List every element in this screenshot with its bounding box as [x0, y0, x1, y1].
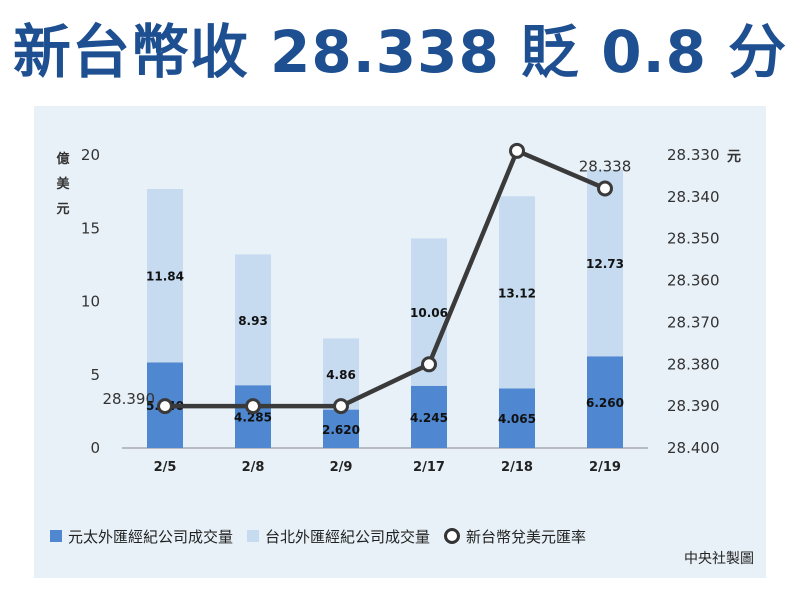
rate-point-2/19: [597, 180, 613, 197]
bar-taipei-2/5: [147, 188, 183, 363]
right-axis-tick: 28.350: [667, 230, 720, 248]
left-axis-tick: 15: [81, 219, 100, 237]
rate-point-2/17: [421, 356, 437, 373]
right-axis-unit: 元: [727, 149, 741, 165]
bar-label-yuanta: 6.260: [586, 396, 624, 410]
rate-line: [165, 148, 606, 409]
bar-taipei-2/18: [499, 196, 535, 389]
left-axis-label-char: 美: [56, 176, 70, 192]
x-axis-tick: 2/8: [242, 460, 265, 475]
bar-label-taipei: 8.93: [238, 314, 268, 328]
rate-point-2/5: [157, 398, 173, 415]
right-axis-tick: 28.380: [667, 355, 720, 373]
legend-swatch-yuanta: [50, 530, 62, 542]
bar-label-yuanta: 4.065: [498, 412, 536, 426]
legend-label-yuanta: 元太外匯經紀公司成交量: [68, 527, 234, 546]
left-axis-label-char: 元: [56, 202, 69, 217]
legend-swatch-taipei: [247, 530, 260, 542]
credit-text: 中央社製圖: [684, 551, 754, 567]
right-axis-tick: 28.330: [667, 146, 720, 164]
right-axis-tick: 28.340: [667, 188, 720, 206]
bar-label-taipei: 13.12: [498, 286, 536, 300]
legend-item-taipei: 台北外匯經紀公司成交量: [247, 526, 430, 547]
annotation-start-rate: 28.390: [103, 390, 156, 408]
bar-taipei-2/9: [323, 338, 359, 410]
bar-taipei-2/8: [235, 254, 271, 386]
legend-marker-rate: [444, 528, 461, 544]
legend-item-yuanta: 元太外匯經紀公司成交量: [50, 526, 233, 547]
bar-label-yuanta: 4.285: [234, 411, 272, 425]
x-axis-tick: 2/19: [589, 460, 621, 475]
left-axis-tick: 20: [81, 146, 100, 164]
bar-label-taipei: 11.84: [146, 270, 184, 284]
left-axis-label-char: 億: [56, 151, 69, 167]
bar-yuanta-2/9: [323, 409, 359, 448]
legend-label-rate: 新台幣兌美元匯率: [466, 527, 587, 546]
bar-yuanta-2/8: [235, 385, 271, 448]
bar-label-taipei: 4.86: [326, 368, 356, 382]
x-axis-tick: 2/17: [413, 460, 445, 475]
bar-label-taipei: 12.73: [586, 257, 624, 271]
bar-label-yuanta: 4.245: [410, 411, 448, 425]
annotation-end-rate: 28.338: [579, 157, 632, 175]
bar-label-taipei: 10.06: [410, 306, 448, 320]
bar-yuanta-2/18: [499, 388, 535, 448]
x-axis-tick: 2/9: [330, 460, 353, 475]
right-axis-tick: 28.370: [667, 313, 720, 331]
bar-yuanta-2/19: [587, 356, 623, 448]
legend-item-rate: 新台幣兌美元匯率: [444, 526, 586, 547]
rate-point-2/8: [245, 398, 261, 415]
bar-label-yuanta: 2.620: [322, 423, 360, 437]
legend-label-taipei: 台北外匯經紀公司成交量: [265, 527, 431, 546]
rate-point-2/9: [333, 398, 349, 415]
right-axis-tick: 28.360: [667, 272, 720, 290]
chart-legend: 元太外匯經紀公司成交量 台北外匯經紀公司成交量 新台幣兌美元匯率: [50, 524, 750, 548]
headline: 新台幣收 28.338 貶 0.8 分: [12, 18, 788, 86]
right-axis-tick: 28.390: [667, 397, 720, 415]
bar-yuanta-2/17: [411, 385, 447, 448]
x-axis-tick: 2/5: [154, 460, 177, 475]
right-axis-tick: 28.400: [667, 439, 720, 457]
left-axis-tick: 5: [90, 366, 100, 384]
left-axis-tick: 0: [90, 439, 100, 457]
bar-taipei-2/19: [587, 169, 623, 357]
x-axis-tick: 2/18: [501, 460, 533, 475]
rate-point-2/18: [509, 142, 525, 159]
left-axis-tick: 10: [81, 293, 100, 311]
